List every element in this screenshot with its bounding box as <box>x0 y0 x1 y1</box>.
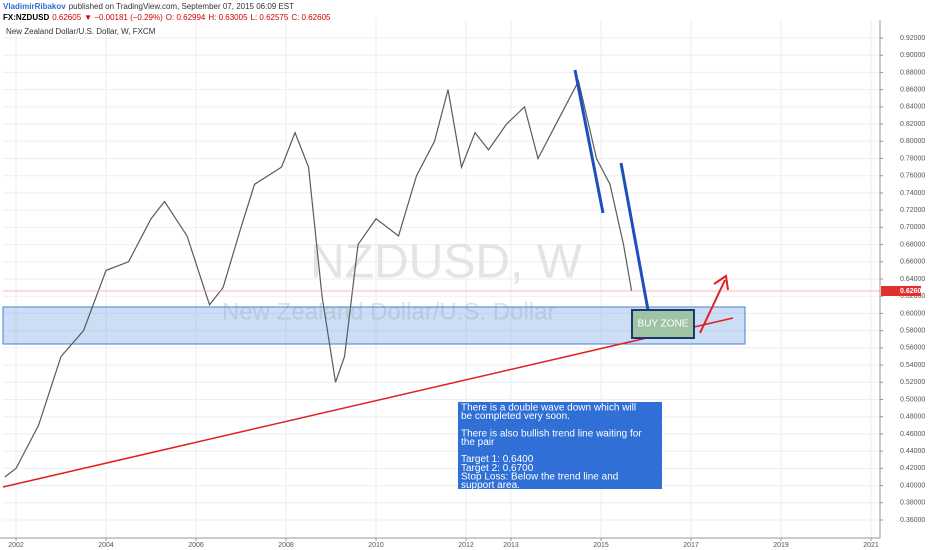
note: There is a double wave down which willbe… <box>461 403 642 491</box>
note-line: be completed very soon. <box>461 411 570 422</box>
y-tick-label: 0.74000 <box>900 190 925 197</box>
quote: FX:NZDUSD 0.62605 ▼ −0.00181 (−0.29%) O: 0.… <box>3 13 331 22</box>
note-line: There is also bullish trend line waiting… <box>461 428 642 439</box>
y-tick-label: 0.38000 <box>900 500 925 507</box>
watermark-sub: New Zealand Dollar/U.S. Dollar <box>222 298 555 325</box>
x-tick-label: 2010 <box>368 542 384 549</box>
y-tick-label: 0.52000 <box>900 379 925 386</box>
x-tick-label: 2013 <box>503 542 519 549</box>
y-tick-label: 0.84000 <box>900 104 925 111</box>
y-tick-label: 0.50000 <box>900 396 925 403</box>
y-axis-bg <box>880 20 932 550</box>
y-tick-label: 0.68000 <box>900 241 925 248</box>
target-arrow <box>699 279 726 334</box>
buy-zone-box <box>631 309 695 339</box>
y-tick-label: 0.90000 <box>900 52 925 59</box>
note-line: There is a double wave down which will <box>461 403 636 414</box>
y-tick-label: 0.82000 <box>900 121 925 128</box>
note-line: Target 1: 0.6400 <box>461 454 534 465</box>
note-line: Stop Loss: Below the trend line and <box>461 471 618 482</box>
y-tick-label: 0.66000 <box>900 259 925 266</box>
y-tick-label: 0.70000 <box>900 224 925 231</box>
arrow-head <box>713 274 729 291</box>
price: 0.62605 <box>52 13 81 22</box>
y-tick-label: 0.76000 <box>900 173 925 180</box>
y-tick-label: 0.48000 <box>900 414 925 421</box>
y-tick-label: 0.92000 <box>900 35 925 42</box>
note-line: the pair <box>461 437 495 448</box>
y-tick-label: 0.46000 <box>900 431 925 438</box>
x-tick-label: 2012 <box>458 542 474 549</box>
note-box <box>458 402 662 489</box>
low: L: 0.62575 <box>251 13 289 22</box>
x-tick-label: 2015 <box>593 542 609 549</box>
wave-line <box>619 162 650 311</box>
y-tick-label: 0.42000 <box>900 465 925 472</box>
symbol: FX:NZDUSD <box>3 13 49 22</box>
axes: 0.36000 0.38000 0.40000 0.42000 0.44000 0.460… <box>8 35 925 549</box>
x-tick-label: 2021 <box>863 542 879 549</box>
close: C: 0.62605 <box>291 13 331 22</box>
published: published on TradingView.com, September … <box>69 2 294 11</box>
x-tick-label: 2002 <box>8 542 24 549</box>
watermark: NZDUSD, W <box>310 236 583 289</box>
high: H: 0.63005 <box>208 13 248 22</box>
change: ▼ −0.00181 (−0.29%) <box>84 13 163 22</box>
x-tick-label: 2017 <box>683 542 699 549</box>
y-tick-label: 0.60000 <box>900 310 925 317</box>
header: VladimirRibakov published on TradingView.… <box>3 2 294 11</box>
y-tick-label: 0.64000 <box>900 276 925 283</box>
x-tick-label: 2019 <box>773 542 789 549</box>
y-tick-label: 0.78000 <box>900 155 925 162</box>
x-tick-label: 2004 <box>98 542 114 549</box>
y-tick-label: 0.44000 <box>900 448 925 455</box>
y-tick-label: 0.40000 <box>900 482 925 489</box>
y-tick-label: 0.80000 <box>900 138 925 145</box>
y-tick-label: 0.54000 <box>900 362 925 369</box>
y-tick-label: 0.62000 <box>900 293 925 300</box>
note-line: Target 2: 0.6700 <box>461 463 534 474</box>
x-tick-label: 2008 <box>278 542 294 549</box>
plot <box>3 79 880 478</box>
last-price-label: 0.62605 <box>900 288 925 295</box>
y-tick-label: 0.72000 <box>900 207 925 214</box>
x-tick-label: 2006 <box>188 542 204 549</box>
support-zone <box>2 306 746 345</box>
wave-line <box>573 69 605 214</box>
last-price-box <box>881 286 921 297</box>
y-tick-label: 0.86000 <box>900 86 925 93</box>
y-tick-label: 0.58000 <box>900 327 925 334</box>
y-tick-label: 0.56000 <box>900 345 925 352</box>
chart-title: New Zealand Dollar/U.S. Dollar, W, FXCM <box>6 27 156 36</box>
y-tick-label: 0.36000 <box>900 517 925 524</box>
open: O: 0.62994 <box>166 13 206 22</box>
author: VladimirRibakov <box>3 2 66 11</box>
note-line: support area. <box>461 480 520 491</box>
y-tick-label: 0.88000 <box>900 69 925 76</box>
price-line <box>4 79 633 478</box>
buy-zone-label: BUY ZONE <box>638 319 689 330</box>
trend-line <box>2 317 734 488</box>
